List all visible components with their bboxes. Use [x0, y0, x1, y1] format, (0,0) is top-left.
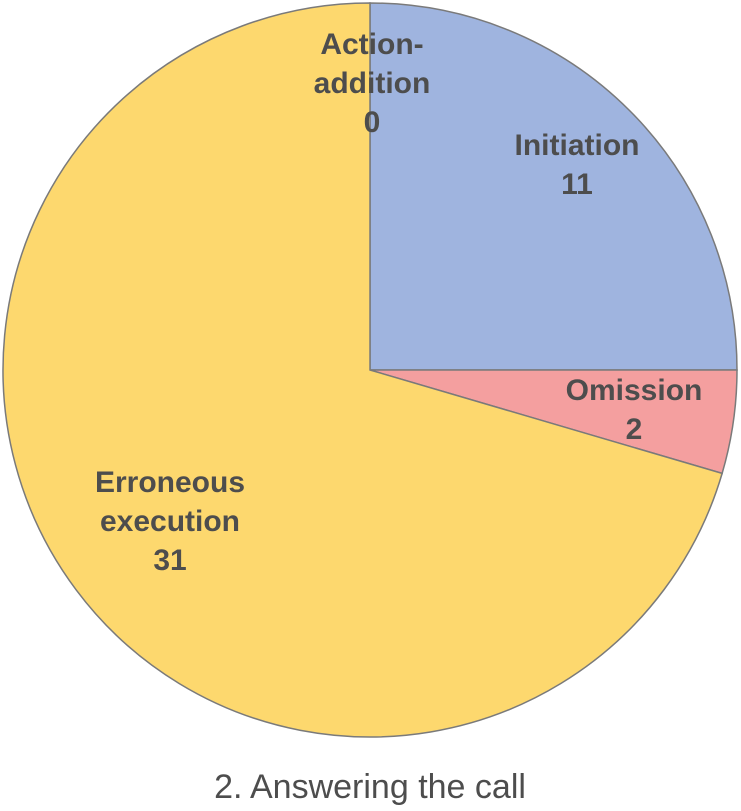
- pie-slice-erroneous-execution: [2, 2, 724, 738]
- chart-title: 2. Answering the call: [214, 768, 526, 806]
- data-label-omission: Omission 2: [566, 374, 703, 446]
- pie-slices: [2, 2, 738, 738]
- pie-slice-initiation: [369, 2, 738, 371]
- data-label-initiation: Initiation 11: [515, 129, 640, 201]
- data-label-action-addition: Action-addition 0: [314, 28, 431, 139]
- data-label-erroneous-execution: Erroneous execution 31: [95, 466, 245, 577]
- slice-labels: Initiation 11 Omission 2 Erroneous execution 3…: [95, 28, 702, 577]
